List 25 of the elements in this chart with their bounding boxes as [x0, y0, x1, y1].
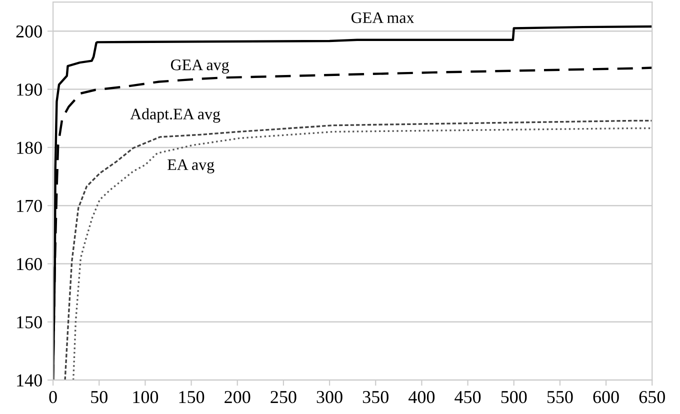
- x-tick-label: 200: [224, 390, 250, 404]
- y-tick-label: 160: [17, 258, 42, 270]
- series-label: GEA max: [351, 12, 414, 24]
- x-tick-label: 500: [501, 390, 527, 404]
- x-tick-label: 300: [316, 390, 342, 404]
- x-tick-label: 350: [362, 390, 388, 404]
- x-tick-label: 600: [593, 390, 619, 404]
- x-tick-label: 650: [639, 390, 665, 404]
- x-tick-label: 100: [133, 390, 158, 404]
- x-tick-label: 550: [547, 390, 573, 404]
- x-tick-label: 0: [49, 390, 57, 404]
- y-tick-label: 180: [17, 142, 42, 154]
- y-tick-label: 150: [17, 316, 42, 328]
- series-label: GEA avg: [170, 60, 230, 74]
- y-tick-label: 140: [17, 374, 42, 386]
- x-tick-label: 250: [270, 390, 296, 404]
- series-label: EA avg: [168, 159, 214, 174]
- y-tick-label: 190: [17, 84, 42, 96]
- x-tick-label: 150: [179, 390, 204, 404]
- y-tick-label: 200: [16, 25, 42, 38]
- x-tick-label: 50: [91, 390, 108, 404]
- x-tick-label: 450: [454, 390, 481, 404]
- series-label: Adapt.EA avg: [130, 108, 220, 123]
- y-tick-label: 170: [17, 200, 42, 212]
- x-tick-label: 400: [408, 390, 435, 404]
